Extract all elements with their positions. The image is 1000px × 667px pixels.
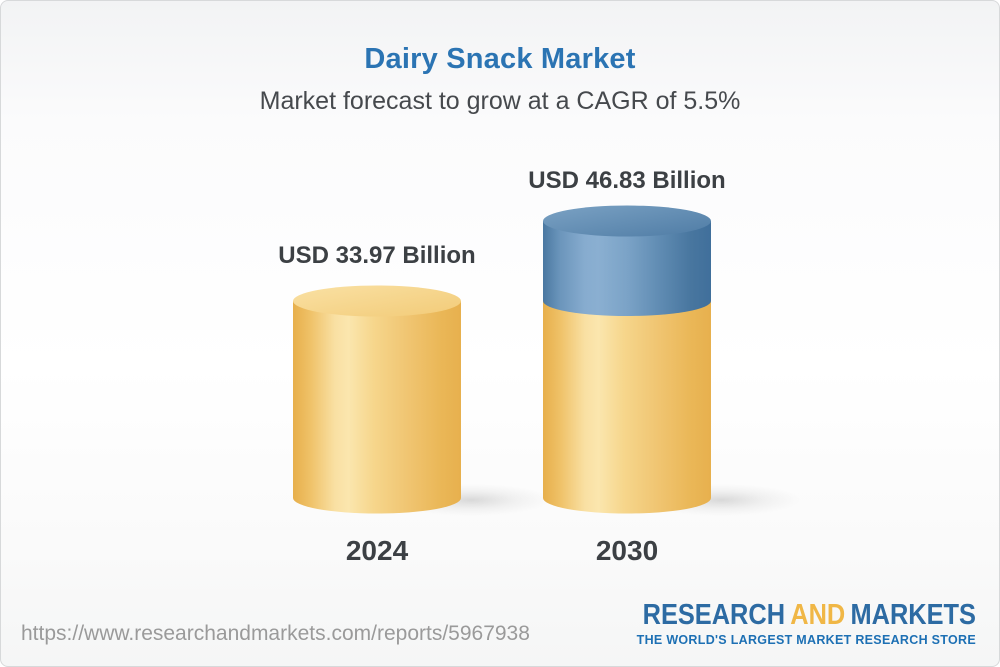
bar-2030-top-cap (543, 205, 711, 237)
bar-2030-bottom-cap (543, 482, 711, 514)
category-label-2030: 2030 (595, 535, 659, 566)
bar-2030-cylinder (543, 205, 711, 514)
value-label-2030: USD 46.83 Billion (528, 167, 726, 194)
bar-2024-top-cap (293, 285, 461, 317)
logo-word-research: RESEARCH (642, 599, 786, 631)
page-subtitle: Market forecast to grow at a CAGR of 5.5… (259, 87, 741, 115)
bar-2024-bottom-cap (293, 482, 461, 514)
bar-2030-growth-bottom-bulge (543, 286, 711, 316)
page-title: Dairy Snack Market (364, 43, 636, 75)
bar-2030-base-body (543, 301, 711, 498)
report-url: https://www.researchandmarkets.com/repor… (21, 622, 530, 645)
logo-tagline: THE WORLD'S LARGEST MARKET RESEARCH STOR… (636, 633, 976, 648)
bar-2024-cylinder (293, 285, 461, 514)
logo-word-and: AND (790, 599, 846, 631)
category-label-2024: 2024 (345, 535, 409, 566)
bar-2024-body (293, 301, 461, 498)
value-label-2024: USD 33.97 Billion (278, 242, 476, 269)
research-and-markets-logo: RESEARCH AND MARKETS THE WORLD'S LARGEST M… (595, 600, 976, 648)
logo-word-markets: MARKETS (850, 599, 976, 631)
logo-wordmark: RESEARCH AND MARKETS (643, 600, 976, 630)
